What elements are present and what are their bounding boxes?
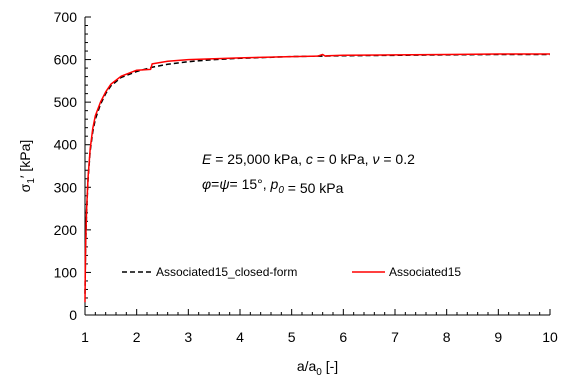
x-tick-label: 5 [288, 329, 296, 345]
x-tick-label: 10 [542, 329, 558, 345]
x-axis-title: a/a0 [-] [297, 358, 338, 377]
x-tick-label: 4 [236, 329, 244, 345]
annotation-line-1: E = 25,000 kPa, c = 0 kPa, ν = 0.2 [202, 151, 415, 167]
y-tick-label: 400 [54, 137, 78, 153]
y-tick-label: 200 [54, 222, 78, 238]
axes: 0 100 200 300 400 500 600 700 1 2 3 4 5 6 7 8 9 10 a/a0 [-… [17, 9, 558, 377]
series-line-1 [84, 53, 550, 294]
x-tick-label: 7 [391, 329, 399, 345]
x-tick-label: 9 [494, 329, 502, 345]
y-axis-title: σ1′ [kPa] [17, 140, 37, 193]
x-tick-label: 6 [339, 329, 347, 345]
y-tick-label: 0 [69, 307, 77, 323]
x-tick-label: 3 [184, 329, 192, 345]
y-tick-label: 300 [54, 179, 78, 195]
legend-label-1: Associated15_closed-form [156, 265, 297, 279]
y-tick-label: 700 [54, 9, 78, 25]
x-tick-label: 2 [133, 329, 141, 345]
x-tick-label: 1 [81, 329, 89, 345]
legend: Associated15_closed-form Associated15 [122, 265, 461, 279]
y-tick-label: 600 [54, 52, 78, 68]
annotation-line-2: φ=ψ= 15°, p0 = 50 kPa [202, 176, 344, 196]
legend-label-2: Associated15 [389, 265, 461, 279]
series-layer [84, 53, 550, 303]
x-tick-label: 8 [443, 329, 451, 345]
y-tick-label: 100 [54, 264, 78, 280]
annotation: E = 25,000 kPa, c = 0 kPa, ν = 0.2 φ=ψ= 1… [202, 151, 415, 196]
y-tick-label: 500 [54, 94, 78, 110]
series-line-2 [84, 53, 550, 303]
